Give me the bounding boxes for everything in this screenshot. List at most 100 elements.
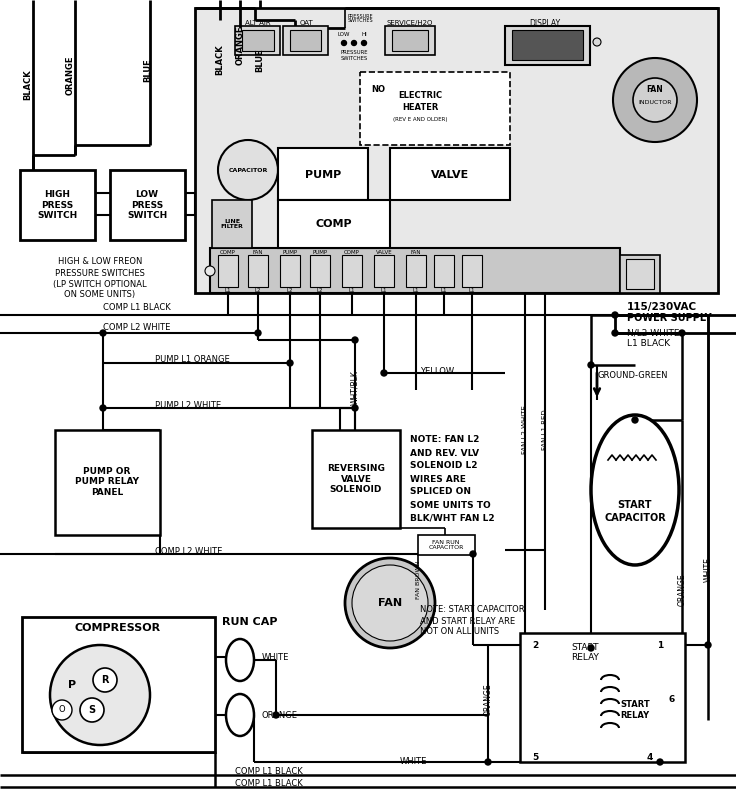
Polygon shape bbox=[512, 30, 583, 60]
Text: SWITCHES: SWITCHES bbox=[347, 18, 373, 23]
Text: INDUCTOR: INDUCTOR bbox=[638, 100, 672, 105]
Text: ORANGE: ORANGE bbox=[484, 684, 492, 717]
Polygon shape bbox=[418, 535, 475, 555]
Text: BLUE: BLUE bbox=[255, 48, 264, 72]
Text: GROUND-GREEN: GROUND-GREEN bbox=[597, 371, 668, 380]
Polygon shape bbox=[20, 170, 95, 240]
Text: POWER SUPPLY: POWER SUPPLY bbox=[627, 313, 712, 323]
Polygon shape bbox=[360, 72, 510, 145]
Circle shape bbox=[485, 759, 491, 765]
Text: ORANGE: ORANGE bbox=[236, 26, 244, 65]
Polygon shape bbox=[55, 430, 160, 535]
Text: 2: 2 bbox=[532, 641, 538, 650]
Polygon shape bbox=[385, 26, 435, 55]
Text: FAN: FAN bbox=[411, 249, 421, 255]
Text: L1: L1 bbox=[381, 288, 387, 292]
Circle shape bbox=[679, 330, 685, 336]
Polygon shape bbox=[110, 170, 185, 240]
Text: FAN: FAN bbox=[252, 249, 263, 255]
Text: L1: L1 bbox=[224, 288, 231, 292]
Text: SOLENOID L2: SOLENOID L2 bbox=[410, 462, 478, 471]
Circle shape bbox=[705, 642, 711, 648]
Text: FAN L2 WHITE: FAN L2 WHITE bbox=[522, 406, 528, 455]
Text: L2: L2 bbox=[255, 288, 261, 292]
Text: NO: NO bbox=[371, 85, 385, 94]
Text: ELECTRIC: ELECTRIC bbox=[398, 90, 442, 100]
Polygon shape bbox=[210, 248, 620, 293]
Text: PRESSURE SWITCHES: PRESSURE SWITCHES bbox=[55, 268, 145, 277]
Polygon shape bbox=[462, 255, 482, 287]
Circle shape bbox=[255, 330, 261, 336]
Text: COMP L1 BLACK: COMP L1 BLACK bbox=[103, 304, 171, 312]
Text: YELLOW: YELLOW bbox=[420, 367, 454, 376]
Circle shape bbox=[100, 330, 106, 336]
Text: COMP: COMP bbox=[220, 249, 236, 255]
Polygon shape bbox=[22, 617, 215, 752]
Text: S: S bbox=[88, 705, 96, 715]
Text: 5: 5 bbox=[532, 753, 538, 761]
Polygon shape bbox=[235, 26, 280, 55]
Text: NOTE: START CAPACITOR: NOTE: START CAPACITOR bbox=[420, 606, 525, 614]
Circle shape bbox=[342, 41, 347, 46]
Text: AND START RELAY ARE: AND START RELAY ARE bbox=[420, 617, 515, 626]
Text: WIRES ARE: WIRES ARE bbox=[410, 475, 466, 483]
Circle shape bbox=[381, 370, 387, 376]
Text: PUMP L1 ORANGE: PUMP L1 ORANGE bbox=[155, 356, 230, 364]
Polygon shape bbox=[390, 148, 510, 200]
Circle shape bbox=[80, 698, 104, 722]
Polygon shape bbox=[280, 255, 300, 287]
Polygon shape bbox=[520, 633, 685, 762]
Text: COMP L2 WHITE: COMP L2 WHITE bbox=[103, 324, 170, 332]
Polygon shape bbox=[278, 200, 390, 248]
Circle shape bbox=[93, 668, 117, 692]
Circle shape bbox=[588, 645, 594, 651]
Polygon shape bbox=[242, 30, 274, 51]
Text: WHITE: WHITE bbox=[704, 558, 712, 582]
Text: ORANGE: ORANGE bbox=[262, 710, 298, 720]
Circle shape bbox=[352, 405, 358, 411]
Text: CAPACITOR: CAPACITOR bbox=[604, 513, 666, 523]
Ellipse shape bbox=[226, 639, 254, 681]
Text: R: R bbox=[102, 675, 109, 685]
Text: HIGH & LOW FREON: HIGH & LOW FREON bbox=[58, 257, 142, 267]
Circle shape bbox=[287, 360, 293, 366]
Polygon shape bbox=[342, 255, 362, 287]
Ellipse shape bbox=[591, 415, 679, 565]
Text: START
RELAY: START RELAY bbox=[620, 700, 650, 720]
Polygon shape bbox=[505, 26, 590, 65]
Text: SPLICED ON: SPLICED ON bbox=[410, 487, 471, 496]
Text: PUMP: PUMP bbox=[283, 249, 297, 255]
Polygon shape bbox=[392, 30, 428, 51]
Text: HIGH
PRESS
SWITCH: HIGH PRESS SWITCH bbox=[37, 190, 77, 220]
Text: 4: 4 bbox=[647, 753, 653, 761]
Text: ALT AIR: ALT AIR bbox=[245, 20, 271, 26]
Text: O: O bbox=[59, 706, 66, 714]
Text: PUMP OR
PUMP RELAY
PANEL: PUMP OR PUMP RELAY PANEL bbox=[75, 467, 139, 497]
Text: START: START bbox=[618, 500, 652, 510]
Text: REVERSING
VALVE
SOLENOID: REVERSING VALVE SOLENOID bbox=[327, 464, 385, 494]
Text: SWITCHES: SWITCHES bbox=[340, 55, 367, 61]
Circle shape bbox=[205, 266, 215, 276]
Polygon shape bbox=[278, 148, 368, 200]
Polygon shape bbox=[212, 200, 252, 248]
Text: PRESSURE: PRESSURE bbox=[347, 14, 373, 18]
Polygon shape bbox=[218, 255, 238, 287]
Text: 115/230VAC: 115/230VAC bbox=[627, 302, 697, 312]
Text: COMP L1 BLACK: COMP L1 BLACK bbox=[235, 780, 302, 789]
Polygon shape bbox=[434, 255, 454, 287]
Circle shape bbox=[218, 140, 278, 200]
Text: PUMP: PUMP bbox=[305, 170, 341, 180]
Text: BLACK: BLACK bbox=[216, 45, 224, 75]
Text: BLACK: BLACK bbox=[24, 70, 32, 101]
Circle shape bbox=[632, 417, 638, 423]
Text: PUMP: PUMP bbox=[313, 249, 328, 255]
Text: FAN BROWN: FAN BROWN bbox=[416, 561, 420, 599]
Polygon shape bbox=[195, 8, 718, 293]
Text: COMPRESSOR: COMPRESSOR bbox=[75, 623, 161, 633]
Text: (LP SWITCH OPTIONAL: (LP SWITCH OPTIONAL bbox=[53, 280, 146, 288]
Text: FAN L1 RED: FAN L1 RED bbox=[542, 410, 548, 451]
Text: 6: 6 bbox=[669, 695, 675, 705]
Circle shape bbox=[470, 551, 476, 557]
Text: BLUE: BLUE bbox=[144, 58, 152, 81]
Polygon shape bbox=[283, 26, 328, 55]
